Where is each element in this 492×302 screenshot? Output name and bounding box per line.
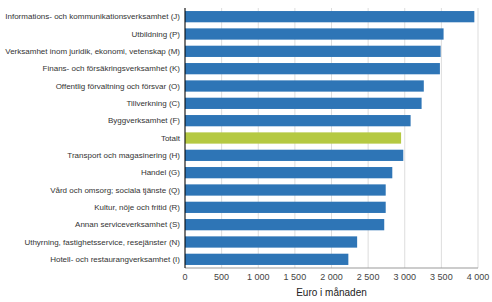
grid-line — [185, 8, 186, 268]
x-tick-label: 1 000 — [247, 272, 270, 282]
bar — [185, 184, 386, 195]
category-label: Handel (G) — [141, 168, 180, 177]
bar — [185, 132, 401, 143]
category-label: Informations- och kommunikationsverksamh… — [5, 12, 180, 21]
x-tick-label: 3 500 — [430, 272, 453, 282]
category-label: Verksamhet inom juridik, ekonomi, vetens… — [5, 47, 180, 56]
category-label: Hotell- och restaurangverksamhet (I) — [50, 255, 180, 264]
category-label: Vård och omsorg; sociala tjänste (Q) — [50, 186, 180, 195]
x-axis-line — [185, 268, 478, 269]
x-tick-label: 500 — [214, 272, 229, 282]
bar — [185, 254, 348, 265]
bar — [185, 28, 444, 39]
bar — [185, 167, 392, 178]
category-label: Totalt — [161, 134, 181, 143]
bar — [185, 98, 422, 109]
x-tick-label: 3 000 — [393, 272, 416, 282]
x-tick-labels: 0 500 1 000 1 500 2 000 2 500 3 000 3 500 4 000 — [182, 272, 489, 282]
category-label: Offentlig förvaltning och försvar (O) — [56, 82, 181, 91]
x-axis-label: Euro i månaden — [296, 287, 367, 298]
bar — [185, 219, 384, 230]
bar — [185, 236, 357, 247]
category-label: Kultur, nöje och fritid (R) — [94, 203, 180, 212]
bar — [185, 11, 474, 22]
category-label: Utbildning (P) — [132, 30, 181, 39]
bar — [185, 202, 386, 213]
bar — [185, 150, 403, 161]
category-label: Uthyrning, fastighetsservice, resejänste… — [24, 238, 180, 247]
category-labels: Informations- och kommunikationsverksamh… — [5, 12, 181, 264]
bar — [185, 115, 411, 126]
grid — [185, 8, 478, 268]
x-tick-label: 4 000 — [467, 272, 490, 282]
y-axis-line — [185, 8, 186, 268]
grid-line — [478, 8, 479, 268]
category-label: Tillverkning (C) — [127, 99, 181, 108]
grid-line — [441, 8, 442, 268]
bars — [185, 11, 474, 265]
bar — [185, 46, 441, 57]
x-tick-label: 2 500 — [357, 272, 380, 282]
x-tick-label: 2 000 — [320, 272, 343, 282]
category-label: Annan serviceverksamhet (S) — [75, 220, 180, 229]
category-label: Finans- och försäkringsverksamhet (K) — [43, 64, 181, 73]
category-label: Byggverksamhet (F) — [108, 116, 180, 125]
bar — [185, 80, 424, 91]
x-tick-label: 1 500 — [284, 272, 307, 282]
bar — [185, 63, 440, 74]
chart: Informations- och kommunikationsverksamh… — [0, 0, 492, 302]
x-tick-label: 0 — [182, 272, 187, 282]
category-label: Transport och magasinering (H) — [67, 151, 180, 160]
